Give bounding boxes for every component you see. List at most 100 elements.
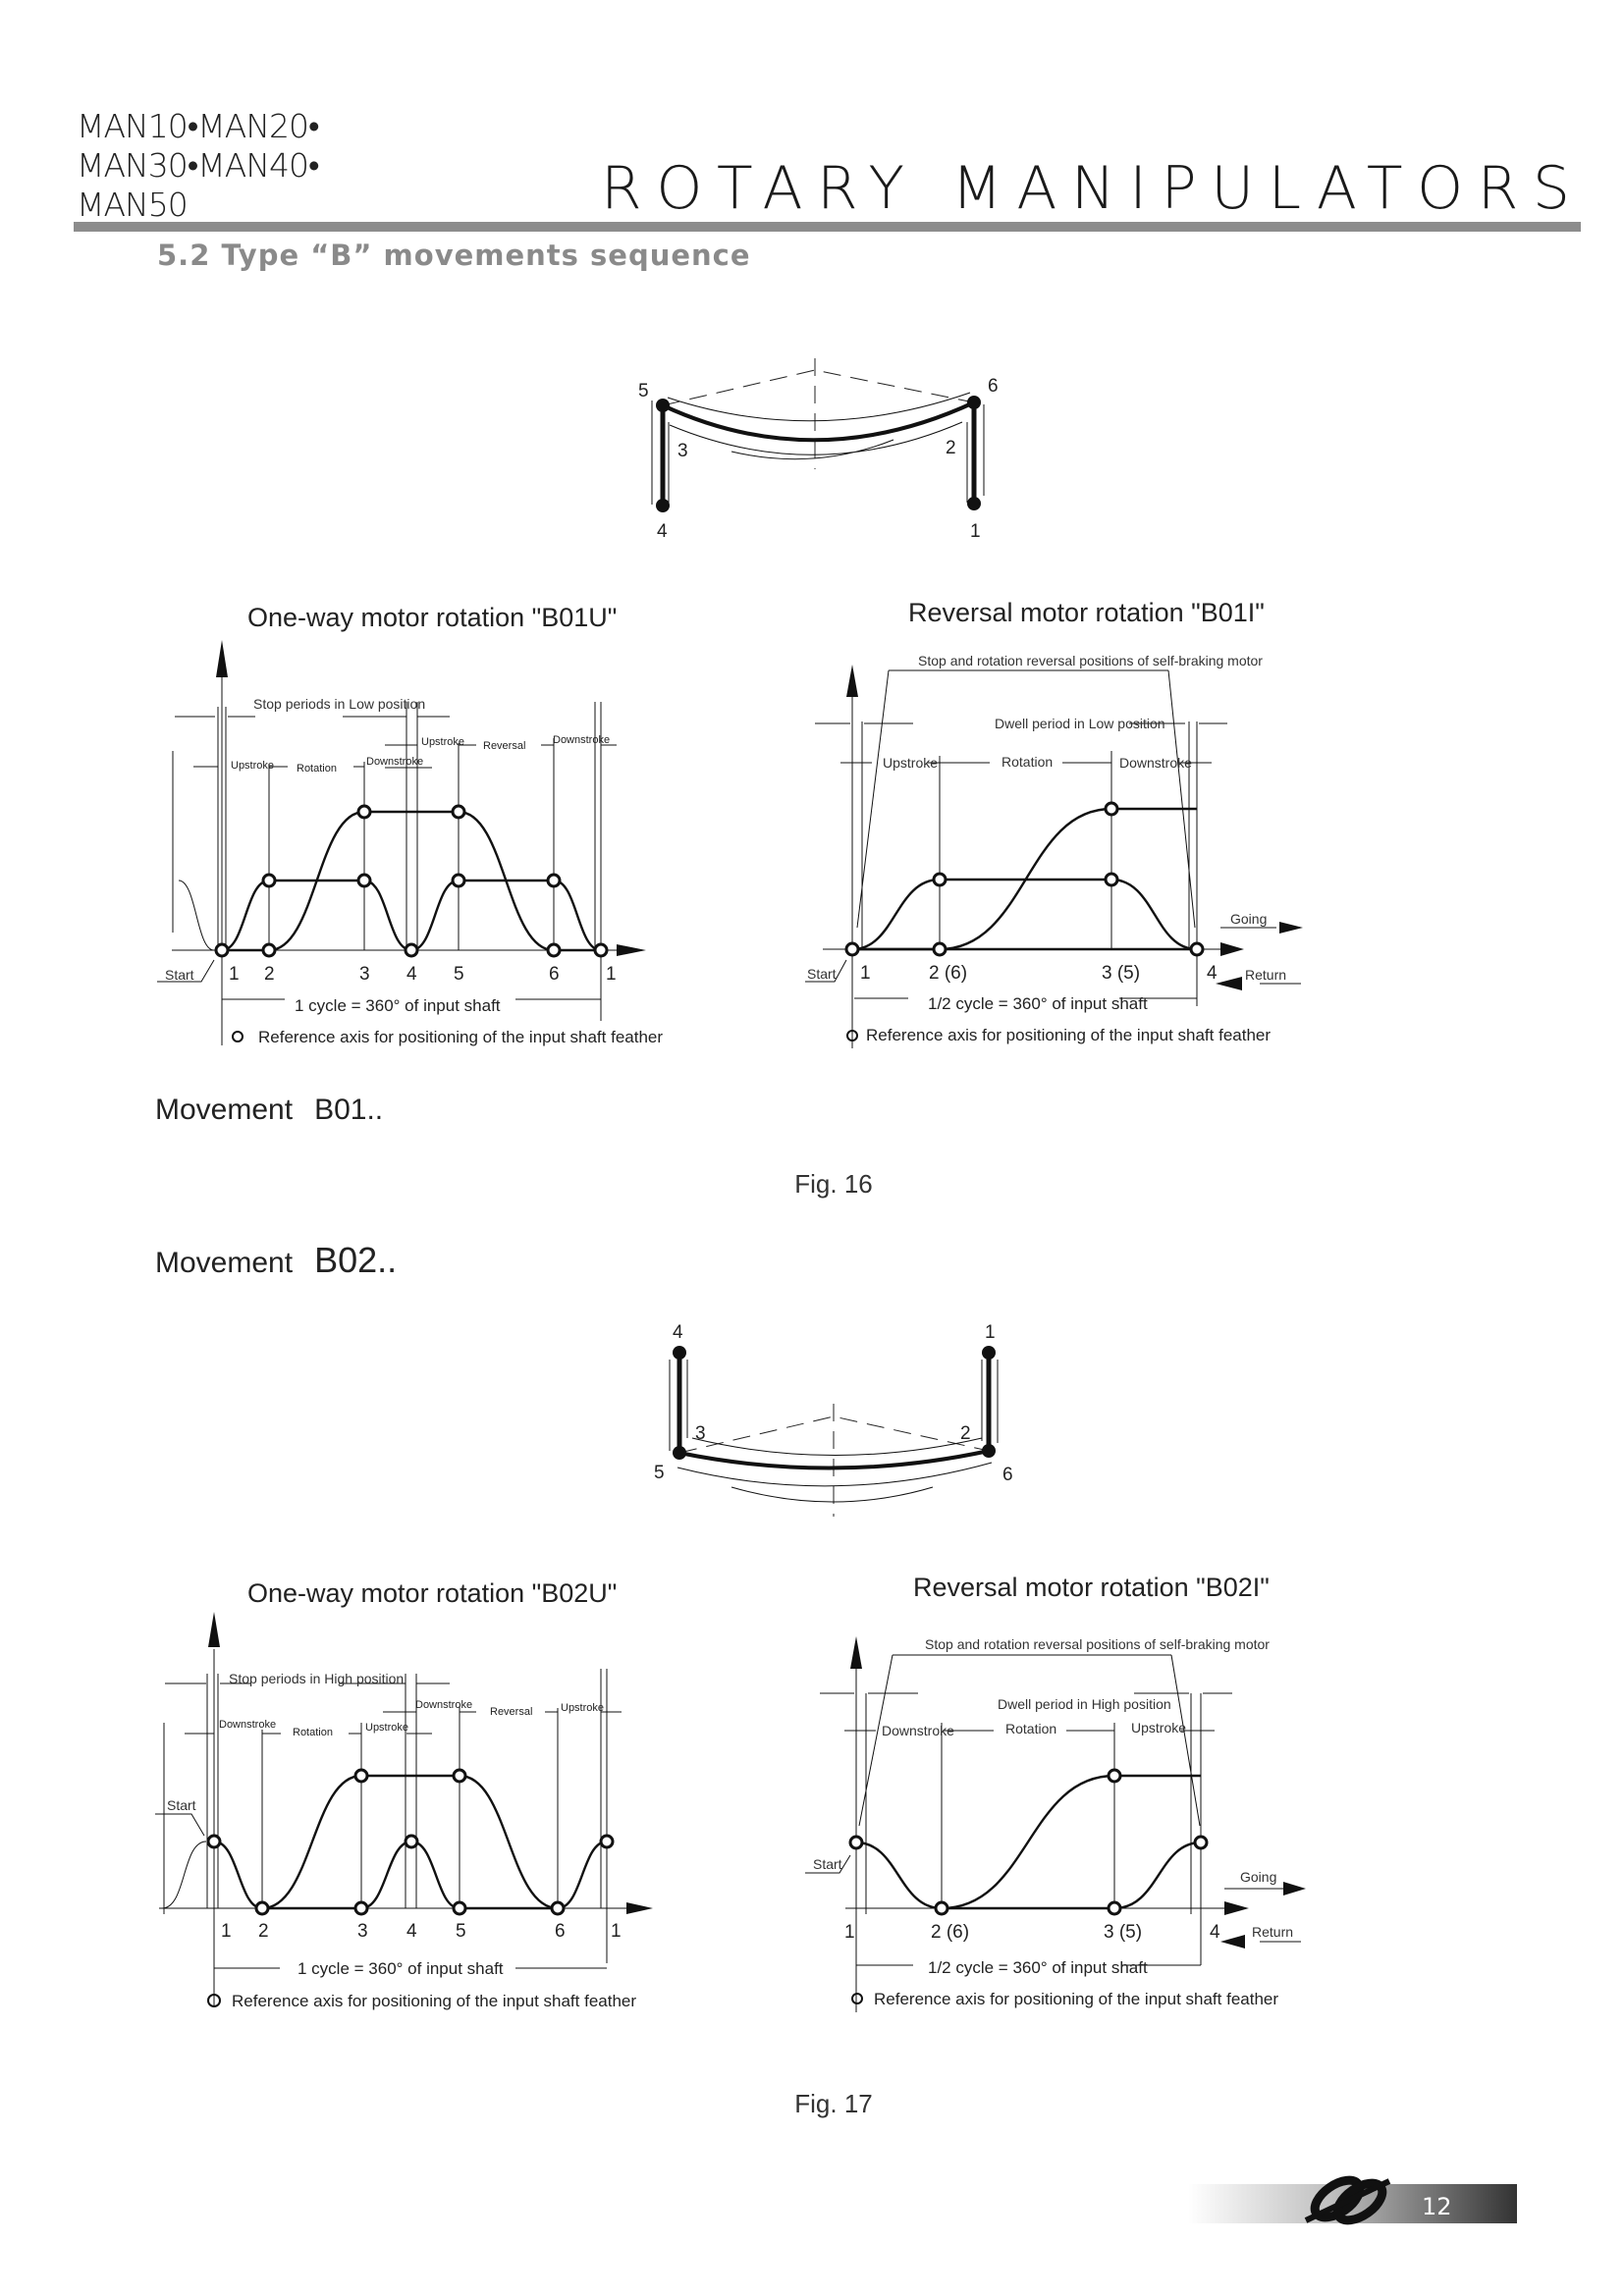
phase-label: Rotation [293, 1727, 333, 1738]
return-label: Return [1252, 1924, 1293, 1940]
cycle-label: 1 cycle = 360° of input shaft [295, 996, 501, 1015]
phase-label: Reversal [483, 740, 525, 752]
point-label: 4 [1207, 963, 1218, 984]
phase-label: Upstroke [231, 760, 274, 772]
point-label: 1 [860, 963, 871, 984]
stop-periods-label: Stop periods in Low position [253, 696, 425, 712]
cycle-label: 1 cycle = 360° of input shaft [298, 1959, 504, 1978]
movement-code: B02.. [314, 1240, 397, 1280]
start-label: Start [167, 1797, 196, 1813]
header: MAN10•MAN20• MAN30•MAN40• MAN50 ROTARY M… [74, 107, 1581, 272]
point-label: 4 [406, 964, 417, 985]
timing-diagram-b02i: Reversal motor rotation "B02I" Stop and … [805, 1573, 1306, 2012]
movement-code: B01.. [314, 1094, 383, 1126]
cycle-label: 1/2 cycle = 360° of input shaft [928, 1958, 1148, 1977]
phase-label: Downstroke [366, 756, 423, 768]
point-label: 1 [221, 1921, 232, 1942]
timing-diagram-b01u: One-way motor rotation "B01U" Stop perio… [157, 603, 663, 1046]
phase-label: Upstroke [561, 1702, 604, 1714]
point-label: 1 [606, 964, 617, 985]
point-label: 5 [456, 1921, 466, 1942]
point-label: 3 (5) [1102, 963, 1140, 984]
return-label: Return [1245, 967, 1286, 983]
y-axis-arrow-icon [208, 1612, 220, 1647]
point-label: 2 (6) [931, 1922, 969, 1943]
x-axis-arrow-icon [626, 1902, 653, 1914]
diagram-title: Reversal motor rotation "B01I" [908, 598, 1265, 627]
movement-b01-heading: Movement B01.. [155, 1094, 383, 1126]
cycle-label: 1/2 cycle = 360° of input shaft [928, 994, 1148, 1013]
y-axis-arrow-icon [846, 665, 858, 697]
phase-label: Reversal [490, 1706, 532, 1718]
point-label: 2 [258, 1921, 269, 1942]
going-arrow-icon [1283, 1882, 1306, 1896]
point-label: 5 [454, 964, 464, 985]
models-line-3: MAN50 [77, 186, 188, 224]
position-label: 3 [677, 441, 688, 461]
figure-caption: Fig. 16 [794, 1169, 873, 1199]
company-logo-icon [1304, 2175, 1391, 2225]
movement-label: Movement [155, 1247, 294, 1279]
phase-label: Downstroke [553, 734, 610, 746]
position-label: 1 [985, 1322, 996, 1343]
point-label: 4 [1210, 1922, 1220, 1943]
movement-diagram-b02: 4 1 3 2 5 6 [654, 1322, 1013, 1517]
x-axis-arrow-icon [1220, 942, 1244, 956]
point-label: 2 [264, 964, 275, 985]
x-axis-arrow-icon [1224, 1901, 1249, 1915]
phase-label: Rotation [297, 763, 337, 774]
movement-b02-heading: Movement B02.. [155, 1240, 397, 1280]
reference-circle-icon [232, 1031, 244, 1042]
x-axis-arrow-icon [617, 944, 646, 956]
phase-label: Rotation [1001, 754, 1053, 770]
phase-label: Upstroke [1131, 1720, 1186, 1735]
point-label: 6 [549, 964, 560, 985]
timing-diagram-b02u: One-way motor rotation "B02U" Stop perio… [155, 1578, 653, 2010]
phase-label: Upstroke [365, 1722, 408, 1734]
reference-note: Reference axis for positioning of the in… [866, 1026, 1271, 1044]
start-label: Start [807, 966, 837, 982]
start-label: Start [813, 1856, 842, 1872]
stop-reversal-label: Stop and rotation reversal positions of … [918, 653, 1263, 668]
reference-note: Reference axis for positioning of the in… [232, 1992, 636, 2010]
phase-label: Rotation [1005, 1721, 1056, 1736]
page-title: ROTARY MANIPULATORS [601, 154, 1571, 223]
position-label: 6 [988, 376, 999, 397]
diagram-title: One-way motor rotation "B02U" [247, 1578, 617, 1608]
phase-label: Downstroke [219, 1719, 276, 1731]
reference-note: Reference axis for positioning of the in… [874, 1990, 1278, 2008]
dwell-label: Dwell period in Low position [995, 716, 1165, 731]
page-number: 12 [1422, 2193, 1452, 2220]
reference-circle-icon [851, 1993, 863, 2004]
start-label: Start [165, 967, 194, 983]
movement-label: Movement [155, 1094, 294, 1126]
going-label: Going [1240, 1869, 1276, 1885]
figure-caption: Fig. 17 [794, 2089, 873, 2118]
position-label: 2 [960, 1423, 971, 1444]
phase-label: Upstroke [883, 755, 938, 771]
y-axis-arrow-icon [216, 640, 228, 677]
position-label: 6 [1002, 1465, 1013, 1485]
diagram-title: One-way motor rotation "B01U" [247, 603, 617, 632]
header-rule [74, 222, 1581, 232]
reference-points [206, 1768, 615, 1916]
position-label: 4 [657, 521, 668, 542]
section-title: 5.2 Type “B” movements sequence [157, 239, 751, 272]
phase-label: Downstroke [1119, 755, 1192, 771]
phase-label: Downstroke [415, 1699, 472, 1711]
return-arrow-icon [1216, 977, 1242, 990]
models-line-2: MAN30•MAN40• [77, 146, 319, 185]
models-line-1: MAN10•MAN20• [77, 107, 319, 145]
going-label: Going [1230, 911, 1267, 927]
dwell-label: Dwell period in High position [998, 1696, 1171, 1712]
point-label: 3 [357, 1921, 368, 1942]
position-label: 5 [654, 1463, 665, 1483]
reference-circle-icon [846, 1030, 858, 1041]
timing-diagram-b01i: Reversal motor rotation "B01I" Stop and … [805, 598, 1303, 1048]
footer: 12 [1188, 2175, 1517, 2225]
going-arrow-icon [1279, 922, 1303, 934]
point-label: 1 [844, 1922, 855, 1943]
point-label: 3 [359, 964, 370, 985]
position-label: 2 [946, 438, 956, 458]
